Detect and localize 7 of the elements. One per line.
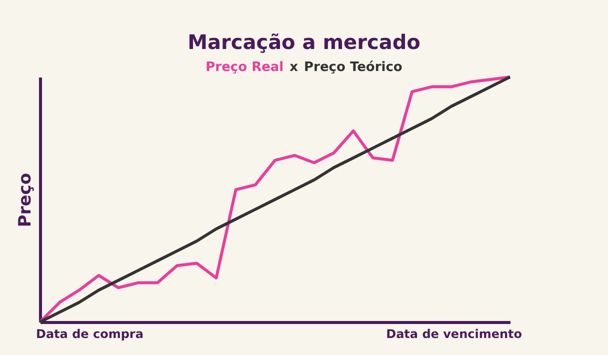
text: Preço Real xyxy=(206,60,284,75)
y-axis-title: Preço xyxy=(16,172,36,228)
text: Data de compra xyxy=(36,327,144,341)
text: Preço Teórico xyxy=(304,60,402,75)
text: Data de vencimento xyxy=(386,327,522,341)
chart-title: Marcação a mercado xyxy=(186,30,422,54)
text: x xyxy=(290,60,298,75)
